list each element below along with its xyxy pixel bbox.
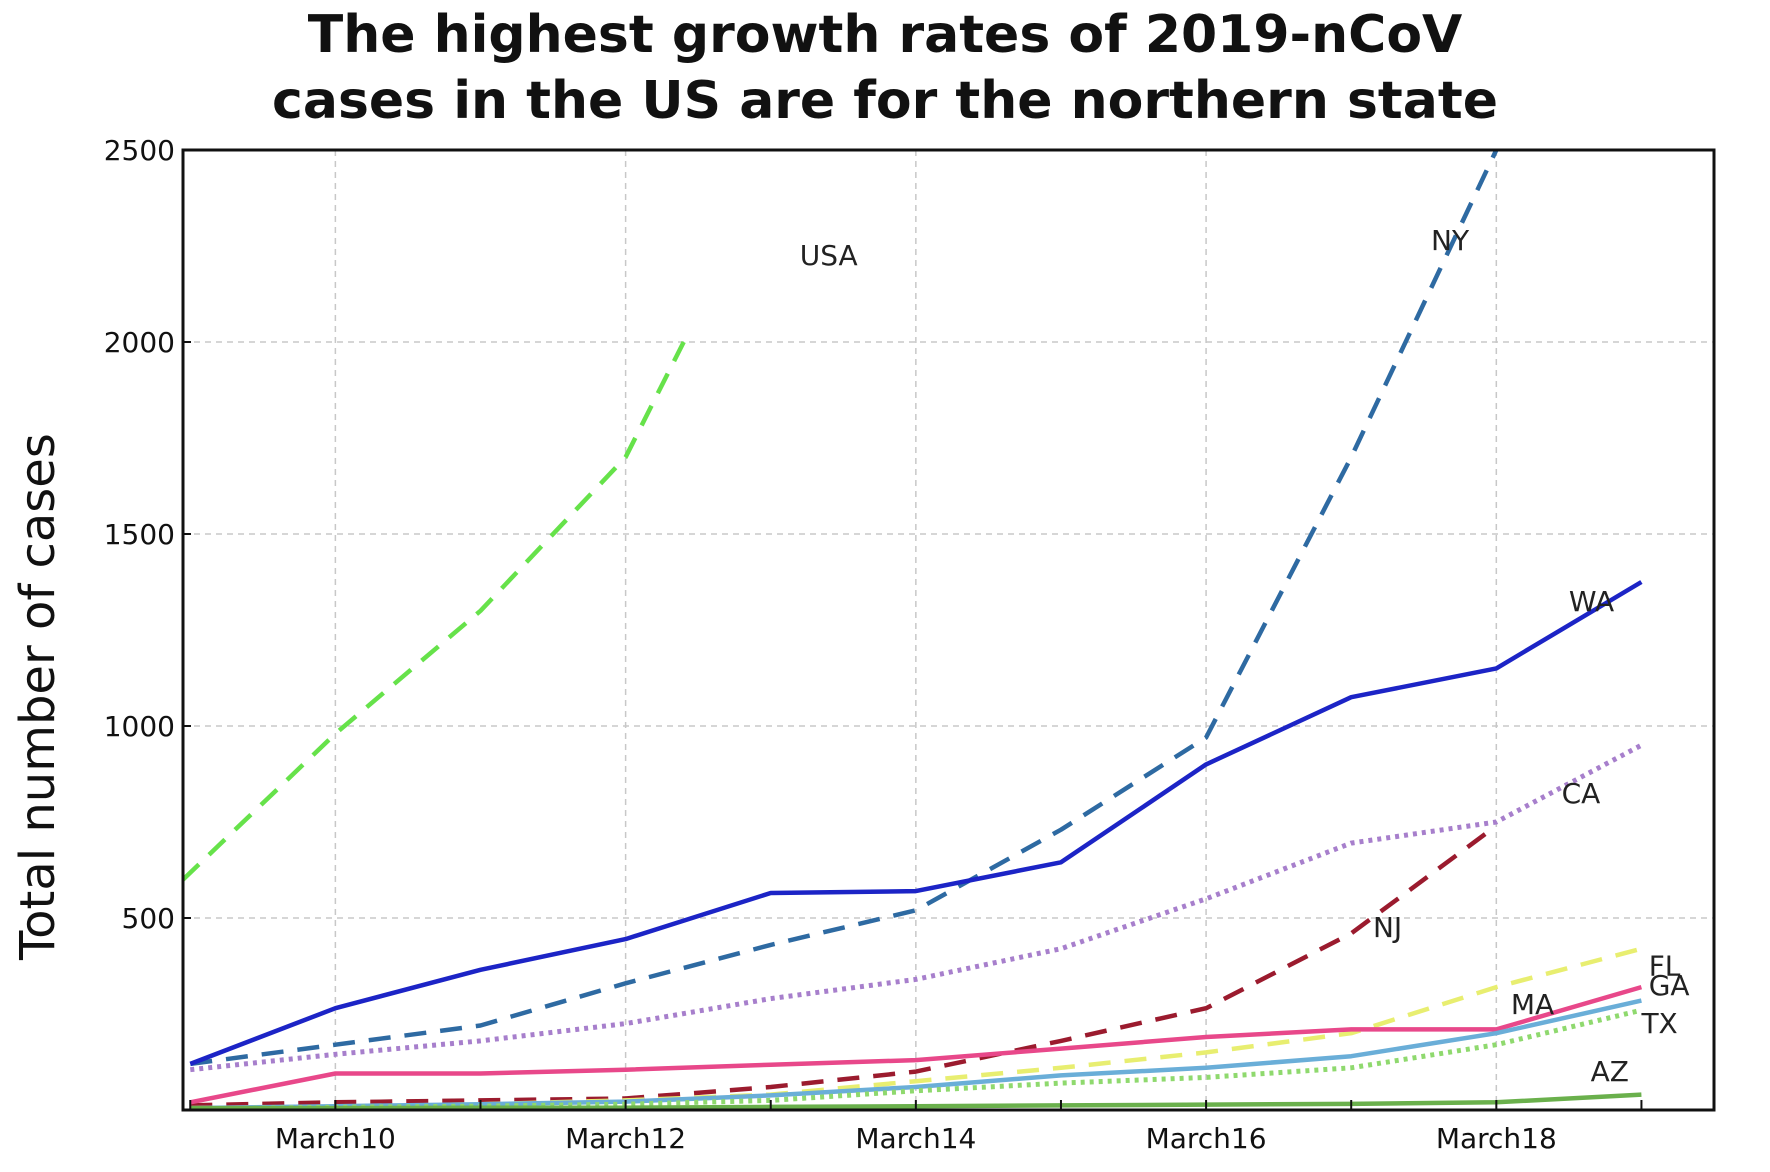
chart-title-line-1: The highest growth rates of 2019-nCoV	[307, 5, 1463, 65]
plot-frame	[181, 148, 1716, 1112]
series-line-wa	[189, 580, 1643, 1067]
series-label-ga: GA	[1649, 969, 1690, 1002]
y-tick-label: 500	[122, 902, 175, 935]
series-line-nj	[190, 823, 1498, 1108]
x-tick-label: March12	[565, 1122, 686, 1155]
y-tick-label: 2000	[104, 326, 175, 359]
series-label-nj: NJ	[1373, 911, 1402, 944]
chart-title: The highest growth rates of 2019-nCoV ca…	[0, 2, 1770, 134]
axis-ticks: 500 1000 1500 2000 2500 March10 March12 March14…	[104, 134, 1643, 1155]
series-line-ga	[190, 998, 1642, 1111]
x-tick-label: March14	[855, 1122, 976, 1155]
series-label-usa: USA	[800, 239, 858, 272]
series-line-ma	[189, 984, 1643, 1105]
y-tick-label: 1500	[104, 518, 175, 551]
series-line-ca	[190, 742, 1643, 1073]
series-label-ca: CA	[1562, 777, 1601, 810]
x-tick-label: March16	[1146, 1122, 1267, 1155]
y-tick-label: 1000	[104, 710, 175, 743]
series-label-tx: TX	[1640, 1007, 1677, 1040]
series-label-az: AZ	[1591, 1055, 1629, 1088]
chart-title-line-2: cases in the US are for the northern sta…	[272, 71, 1498, 131]
series-label-ny: NY	[1431, 224, 1470, 257]
series-label-fl: FL	[1649, 950, 1681, 983]
x-tick-label: March18	[1436, 1122, 1557, 1155]
series-lines	[181, 149, 1643, 1112]
series-label-ma: MA	[1511, 988, 1554, 1021]
series-line-fl	[190, 946, 1642, 1111]
grid-lines	[183, 150, 1714, 1110]
series-line-usa	[181, 340, 686, 882]
x-tick-label: March10	[275, 1122, 396, 1155]
series-line-ny	[190, 149, 1499, 1067]
y-tick-label: 2500	[104, 134, 175, 167]
series-label-wa: WA	[1569, 585, 1614, 618]
